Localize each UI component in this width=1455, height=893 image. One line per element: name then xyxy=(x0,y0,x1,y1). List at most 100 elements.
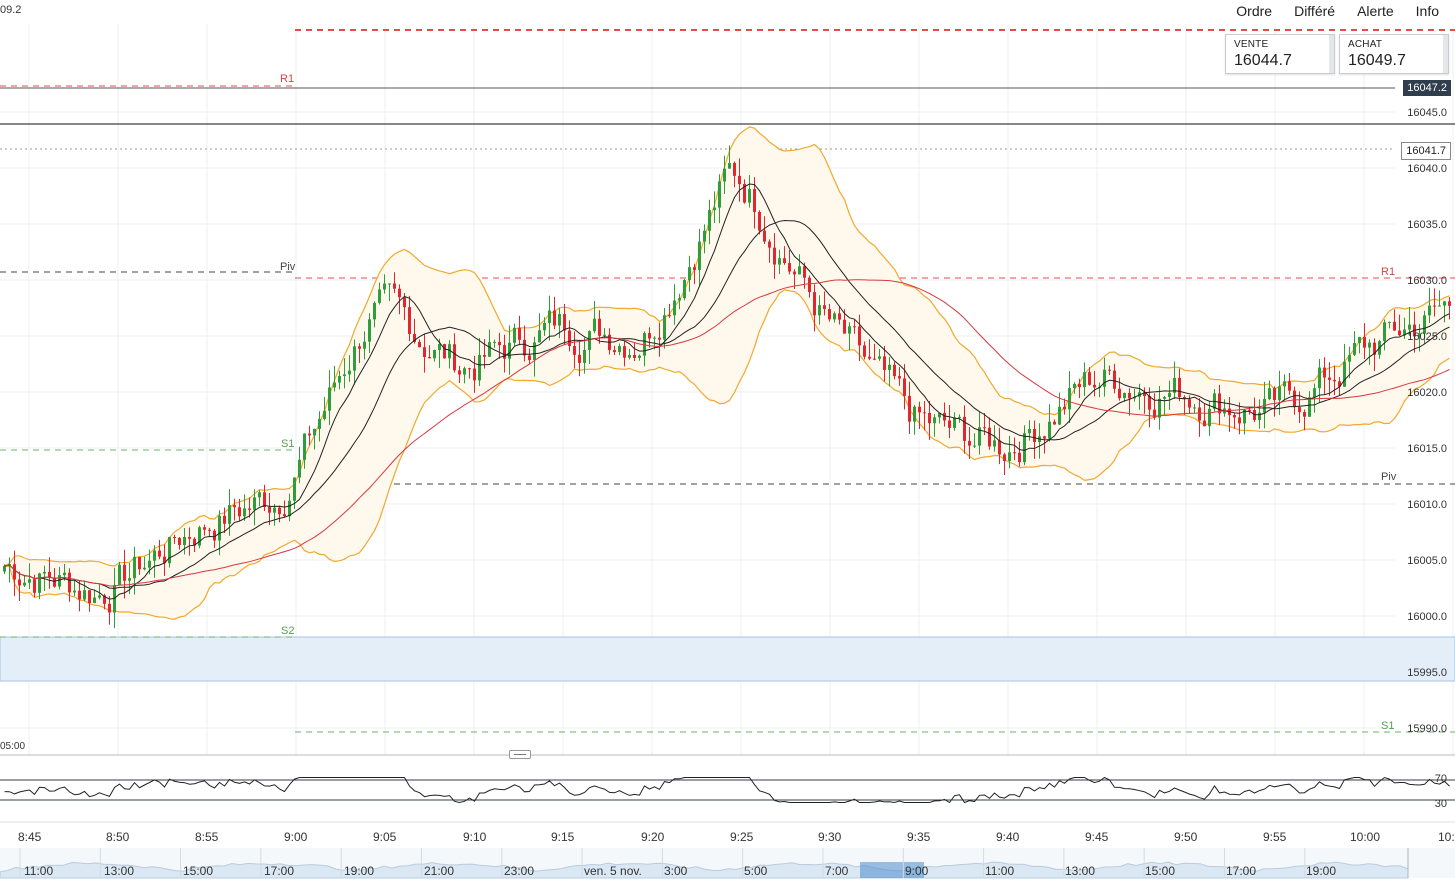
candle-body xyxy=(823,305,826,310)
candle-body xyxy=(573,346,576,355)
candle-body xyxy=(83,590,86,600)
candle-body xyxy=(958,416,961,418)
candle-body xyxy=(1173,377,1176,393)
candle-body xyxy=(303,433,306,460)
candle-body xyxy=(1353,342,1356,355)
nav-time-label: 17:00 xyxy=(1226,864,1257,878)
candle-body xyxy=(283,514,286,517)
candle-body xyxy=(1088,372,1091,385)
candle-body xyxy=(1428,305,1431,316)
candle-body xyxy=(1053,421,1056,425)
candle-body xyxy=(783,258,786,264)
candle-body xyxy=(1043,436,1046,439)
candle-body xyxy=(843,319,846,334)
candle-body xyxy=(1008,452,1011,462)
candle-body xyxy=(98,595,101,598)
candle-body xyxy=(138,556,141,570)
candle-body xyxy=(1268,388,1271,400)
candle-body xyxy=(378,289,381,303)
candle-body xyxy=(623,346,626,358)
candle-body xyxy=(968,440,971,446)
candle-body xyxy=(128,578,131,581)
candle-body xyxy=(358,346,361,349)
candle-body xyxy=(288,500,291,517)
candle-body xyxy=(773,247,776,265)
candle-body xyxy=(1438,305,1441,307)
candle-body xyxy=(458,370,461,375)
candle-body xyxy=(433,349,436,359)
candle-body xyxy=(1113,370,1116,389)
candle-body xyxy=(1423,315,1426,334)
candle-body xyxy=(1343,361,1346,387)
candle-body xyxy=(1313,388,1316,398)
menu-ordre[interactable]: Ordre xyxy=(1236,3,1273,19)
ma-medium xyxy=(4,219,1450,589)
candle-body xyxy=(1013,452,1016,454)
candle-body xyxy=(428,357,431,359)
candle-body xyxy=(268,506,271,513)
candle-body xyxy=(1383,322,1386,342)
candle-body xyxy=(1303,412,1306,417)
candle-body xyxy=(1068,388,1071,410)
candle-body xyxy=(513,327,516,343)
candle-body xyxy=(1373,342,1376,355)
menu-alerte[interactable]: Alerte xyxy=(1357,3,1394,19)
candle-body xyxy=(1433,305,1436,307)
candle-body xyxy=(488,342,491,357)
candle-body xyxy=(668,315,671,317)
support-zone xyxy=(0,636,1455,682)
candle-body xyxy=(603,334,606,336)
candle-body xyxy=(1283,381,1286,387)
candle-body xyxy=(923,412,926,414)
sell-quote-button[interactable]: VENTE 16044.7 xyxy=(1225,34,1335,74)
candle-body xyxy=(1298,407,1301,413)
candle-body xyxy=(63,572,66,576)
pane-resize-handle[interactable] xyxy=(509,750,531,759)
candle-body xyxy=(278,507,281,515)
timeframe-label: 05:00 xyxy=(0,741,26,752)
candle-body xyxy=(558,314,561,326)
candle-body xyxy=(723,168,726,182)
candle-body xyxy=(313,428,316,436)
candle-body xyxy=(228,505,231,524)
candle-body xyxy=(1028,428,1031,434)
candle-body xyxy=(1203,420,1206,427)
menu-differe[interactable]: Différé xyxy=(1294,3,1336,19)
candle-body xyxy=(208,529,211,531)
candle-body xyxy=(928,413,931,424)
candle-body xyxy=(388,283,391,285)
candle-body xyxy=(1103,369,1106,387)
candle-body xyxy=(1233,415,1236,418)
candle-body xyxy=(1143,392,1146,396)
time-label: 9:45 xyxy=(1085,830,1109,844)
nav-time-label: ven. 5 nov. xyxy=(584,864,642,878)
nav-time-label: 7:00 xyxy=(825,864,849,878)
candle-body xyxy=(3,565,6,572)
rsi-line xyxy=(4,776,1450,804)
candle-body xyxy=(868,356,871,359)
candle-body xyxy=(198,527,201,546)
pivot-s1-right-label: S1 xyxy=(1381,720,1395,732)
menu-info[interactable]: Info xyxy=(1415,3,1439,19)
time-label: 8:50 xyxy=(106,830,130,844)
candle-body xyxy=(68,572,71,593)
time-label: 9:30 xyxy=(818,830,842,844)
candle-body xyxy=(748,189,751,203)
candle-body xyxy=(143,567,146,570)
candle-body xyxy=(978,427,981,446)
candle-body xyxy=(693,267,696,270)
candle-body xyxy=(93,597,96,604)
candle-body xyxy=(183,536,186,545)
candle-body xyxy=(1443,301,1446,306)
candle-body xyxy=(103,595,106,604)
candle-body xyxy=(568,330,571,347)
candle-body xyxy=(518,327,521,340)
candle-body xyxy=(133,556,136,579)
bollinger-fill xyxy=(4,126,1450,620)
candle-body xyxy=(743,184,746,203)
buy-quote-button[interactable]: ACHAT 16049.7 xyxy=(1339,34,1449,74)
candle-body xyxy=(583,349,586,363)
candle-body xyxy=(248,508,251,510)
nav-time-label: 9:00 xyxy=(905,864,929,878)
